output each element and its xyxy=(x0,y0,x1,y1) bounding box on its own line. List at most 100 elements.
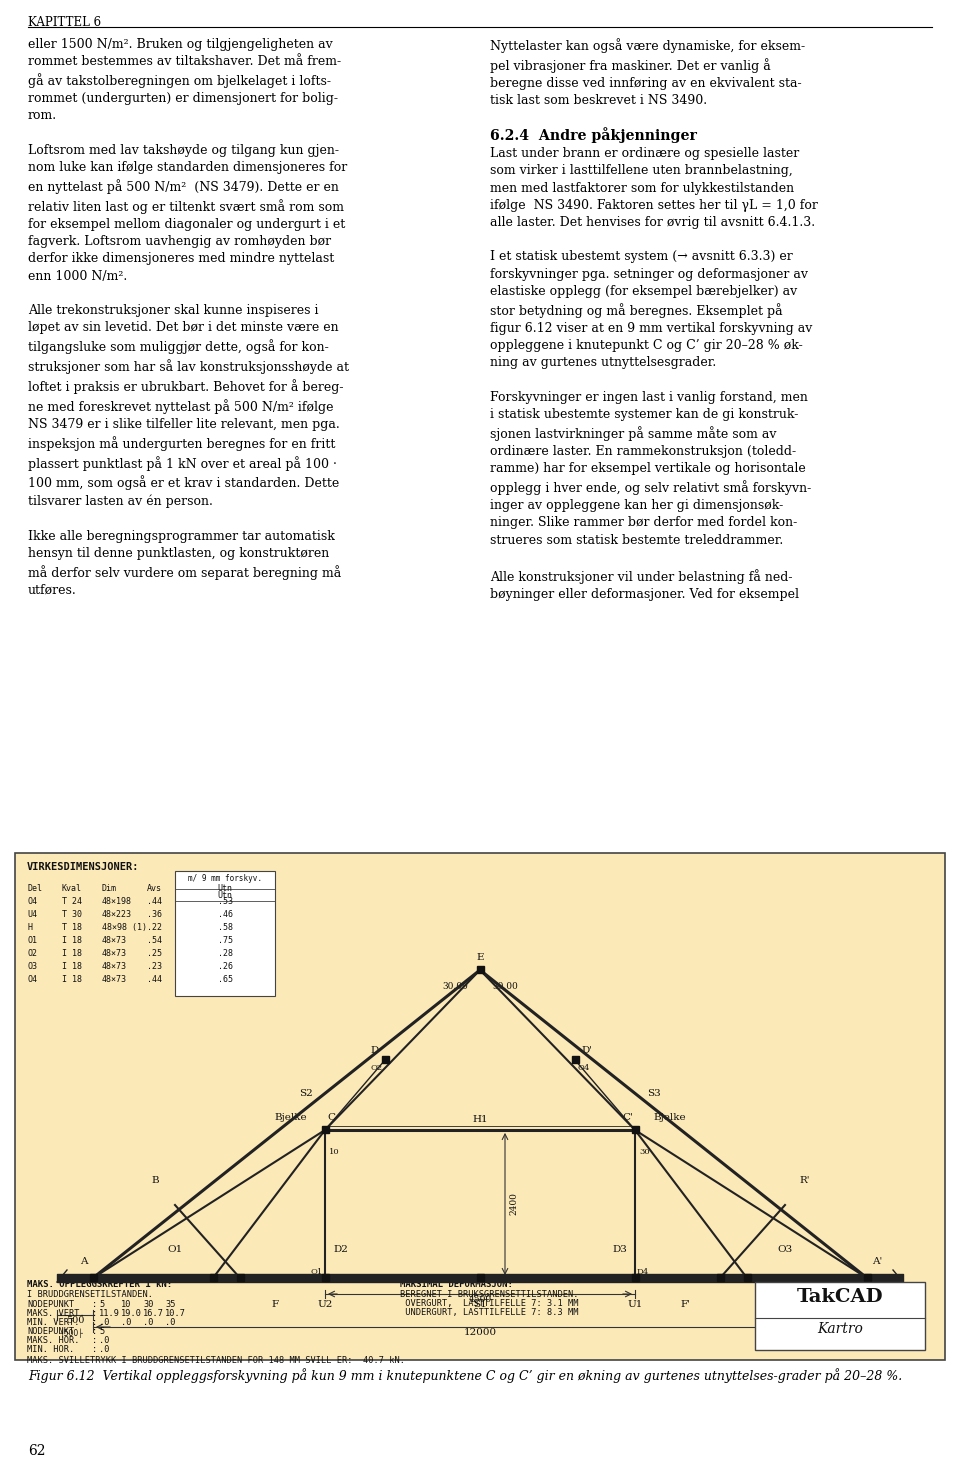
Text: 30.00: 30.00 xyxy=(443,981,468,992)
Text: MIN. HOR.: MIN. HOR. xyxy=(27,1345,74,1354)
Text: O4: O4 xyxy=(27,975,37,984)
Text: 48×223: 48×223 xyxy=(102,910,132,919)
Text: .54: .54 xyxy=(147,936,162,944)
Text: Utn: Utn xyxy=(218,884,232,893)
Text: ┤500├: ┤500├ xyxy=(59,1329,83,1338)
Bar xyxy=(864,1274,871,1281)
Bar xyxy=(237,1274,244,1281)
Text: VIRKESDIMENSJONER:: VIRKESDIMENSJONER: xyxy=(27,862,139,872)
Text: E: E xyxy=(476,953,484,962)
Text: 48×73: 48×73 xyxy=(102,949,127,958)
Text: Del: Del xyxy=(27,884,42,893)
Text: S1: S1 xyxy=(473,1301,487,1310)
Text: A: A xyxy=(81,1256,88,1267)
Text: Last under brann er ordinære og spesielle laster
som virker i lasttilfellene ute: Last under brann er ordinære og spesiell… xyxy=(490,148,818,602)
Text: .46: .46 xyxy=(218,910,232,919)
Text: Bjelke: Bjelke xyxy=(653,1113,685,1122)
Bar xyxy=(322,1274,329,1281)
Text: MAKS. VERT.: MAKS. VERT. xyxy=(27,1310,84,1318)
Text: 16.7: 16.7 xyxy=(143,1310,164,1318)
Text: Nyttelaster kan også være dynamiske, for eksem-
pel vibrasjoner fra maskiner. De: Nyttelaster kan også være dynamiske, for… xyxy=(490,38,805,106)
Text: NODEPUNKT: NODEPUNKT xyxy=(27,1327,74,1336)
Text: .22: .22 xyxy=(147,922,162,933)
Text: .0: .0 xyxy=(121,1318,132,1327)
Text: 4500: 4500 xyxy=(468,1295,492,1304)
Text: 500: 500 xyxy=(876,1315,894,1324)
Bar xyxy=(632,1126,639,1134)
Text: :: : xyxy=(92,1301,97,1310)
Text: 10.7: 10.7 xyxy=(165,1310,186,1318)
Text: I 18: I 18 xyxy=(62,975,82,984)
Text: 500: 500 xyxy=(66,1315,84,1324)
Text: .65: .65 xyxy=(218,975,232,984)
Text: U2: U2 xyxy=(318,1301,333,1310)
Text: C: C xyxy=(327,1113,335,1122)
Text: 30: 30 xyxy=(143,1301,154,1310)
Text: C': C' xyxy=(622,1113,633,1122)
Text: :: : xyxy=(92,1327,97,1336)
Text: BEREGNET I BRUKSGRENSETTILSTANDEN.: BEREGNET I BRUKSGRENSETTILSTANDEN. xyxy=(400,1290,579,1299)
Text: .0: .0 xyxy=(99,1318,109,1327)
Text: O3: O3 xyxy=(778,1244,793,1253)
Text: .25: .25 xyxy=(147,949,162,958)
Text: .36: .36 xyxy=(147,910,162,919)
Text: I BRUDDGRENSETILSTANDEN.: I BRUDDGRENSETILSTANDEN. xyxy=(27,1290,153,1299)
Text: B: B xyxy=(151,1176,158,1185)
Text: :: : xyxy=(92,1310,97,1318)
Text: 48×198: 48×198 xyxy=(102,897,132,906)
Text: A': A' xyxy=(872,1256,882,1267)
Text: .0: .0 xyxy=(165,1318,176,1327)
Text: T 30: T 30 xyxy=(62,910,82,919)
Text: F: F xyxy=(272,1301,278,1310)
Text: .26: .26 xyxy=(218,962,232,971)
Text: 62: 62 xyxy=(28,1444,45,1457)
Text: Utn: Utn xyxy=(218,891,232,900)
Bar xyxy=(175,871,275,996)
Bar xyxy=(15,853,945,1360)
Text: 6.2.4  Andre påkjenninger: 6.2.4 Andre påkjenninger xyxy=(490,127,697,143)
Text: H: H xyxy=(27,922,32,933)
Text: T 24: T 24 xyxy=(62,897,82,906)
Bar xyxy=(717,1274,724,1281)
Text: 5: 5 xyxy=(99,1301,105,1310)
Bar xyxy=(744,1274,751,1281)
Text: Avs: Avs xyxy=(147,884,162,893)
Text: :: : xyxy=(92,1318,97,1327)
Text: S3: S3 xyxy=(647,1088,660,1098)
Text: .0: .0 xyxy=(99,1336,109,1345)
Text: D': D' xyxy=(581,1046,592,1055)
Text: 48×98 (1): 48×98 (1) xyxy=(102,922,147,933)
Text: .44: .44 xyxy=(147,897,162,906)
Text: U4: U4 xyxy=(27,910,37,919)
Text: KAPITTEL 6: KAPITTEL 6 xyxy=(28,16,101,30)
Text: I 18: I 18 xyxy=(62,962,82,971)
Text: I 18: I 18 xyxy=(62,949,82,958)
Text: .75: .75 xyxy=(218,936,232,944)
Text: O4: O4 xyxy=(27,897,37,906)
Text: O1: O1 xyxy=(167,1244,182,1253)
Text: 48×73: 48×73 xyxy=(102,962,127,971)
Text: .28: .28 xyxy=(218,949,232,958)
Text: O3: O3 xyxy=(27,962,37,971)
Text: MAKS. SVILLETRYKK I BRUDDGRENSETILSTANDEN FOR 148 MM SVILL ER:  40.7 kN.: MAKS. SVILLETRYKK I BRUDDGRENSETILSTANDE… xyxy=(27,1355,405,1366)
Text: .0: .0 xyxy=(143,1318,154,1327)
Text: 30.00: 30.00 xyxy=(492,981,517,992)
Text: D3: D3 xyxy=(612,1244,627,1253)
Text: .53: .53 xyxy=(218,897,232,906)
Text: ┤500├: ┤500├ xyxy=(877,1329,901,1338)
Text: 5: 5 xyxy=(99,1327,105,1336)
Bar xyxy=(477,967,484,973)
Text: .23: .23 xyxy=(147,962,162,971)
Text: I 18: I 18 xyxy=(62,936,82,944)
Text: :: : xyxy=(92,1336,97,1345)
Bar xyxy=(572,1055,579,1063)
Bar xyxy=(755,1281,925,1349)
Text: U1: U1 xyxy=(627,1301,642,1310)
Text: Dim: Dim xyxy=(102,884,117,893)
Text: .44: .44 xyxy=(147,975,162,984)
Text: 48×73: 48×73 xyxy=(102,936,127,944)
Text: .0: .0 xyxy=(99,1345,109,1354)
Bar xyxy=(632,1274,639,1281)
Text: O2: O2 xyxy=(371,1064,383,1072)
Text: Bjelke: Bjelke xyxy=(275,1113,307,1122)
